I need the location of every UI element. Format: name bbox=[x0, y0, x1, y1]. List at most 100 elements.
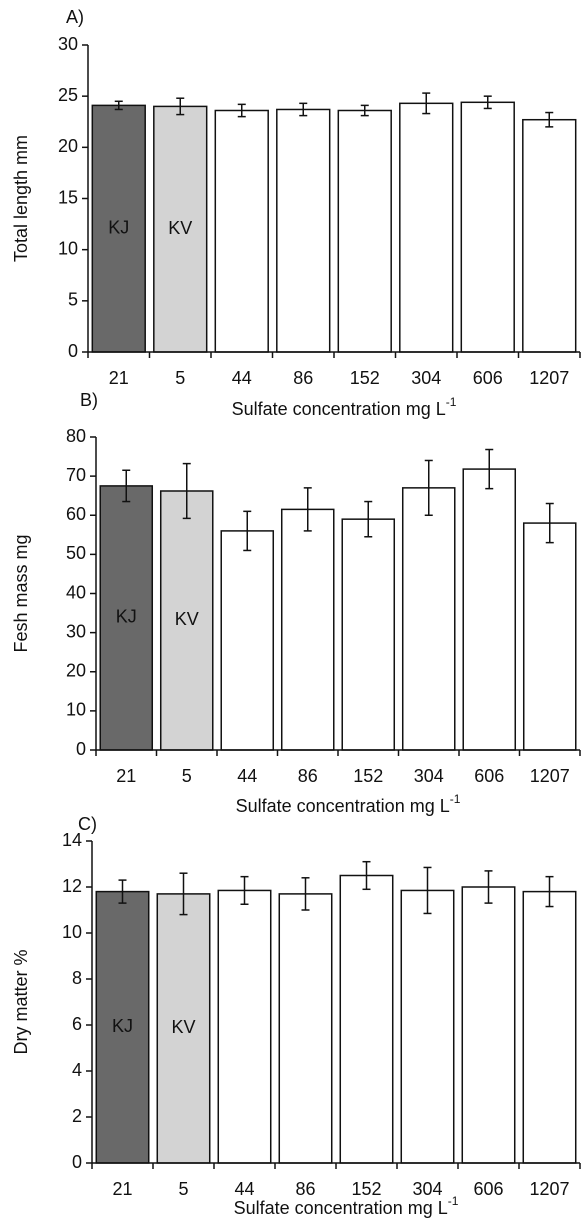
bar bbox=[220, 530, 275, 751]
bar bbox=[99, 485, 154, 751]
bar bbox=[341, 518, 396, 751]
x-tick-label: 606 bbox=[473, 368, 503, 388]
y-tick-label: 0 bbox=[68, 341, 78, 361]
error-bar bbox=[545, 502, 554, 544]
bar-label: KV bbox=[168, 218, 192, 238]
y-tick-label: 5 bbox=[68, 290, 78, 310]
error-bar bbox=[362, 860, 371, 891]
bar bbox=[276, 108, 331, 353]
y-axis-label: Total length mm bbox=[11, 135, 31, 262]
y-tick-label: 6 bbox=[72, 1014, 82, 1034]
bar bbox=[460, 101, 515, 353]
y-tick-label: 60 bbox=[66, 504, 86, 524]
x-tick-label: 21 bbox=[109, 368, 129, 388]
y-tick-label: 0 bbox=[76, 739, 86, 759]
error-bar bbox=[114, 100, 123, 111]
bar-label: KJ bbox=[108, 217, 129, 237]
x-tick-label: 1207 bbox=[529, 368, 569, 388]
panel: A) Total length mm 0 5 10 15 20 25 30 21 KJ 5 KV 44 86… bbox=[11, 7, 581, 419]
bar-label: KJ bbox=[112, 1016, 133, 1036]
x-tick-label: 5 bbox=[178, 1179, 188, 1199]
x-tick-label: 86 bbox=[293, 368, 313, 388]
error-bar bbox=[179, 872, 188, 916]
x-tick-label: 21 bbox=[112, 1179, 132, 1199]
error-bar bbox=[118, 879, 127, 904]
bar-label: KV bbox=[171, 1017, 195, 1037]
error-bar bbox=[483, 95, 492, 110]
error-bar bbox=[301, 877, 310, 911]
x-axis-label-text: Sulfate concentration mg L bbox=[232, 399, 446, 419]
x-tick-label: 86 bbox=[295, 1179, 315, 1199]
y-axis-label: Fesh mass mg bbox=[11, 534, 31, 652]
bar bbox=[280, 508, 335, 751]
x-tick-label: 44 bbox=[237, 766, 257, 786]
panel-label: C) bbox=[78, 814, 97, 834]
bar bbox=[159, 490, 214, 751]
x-axis-label-text: Sulfate concentration mg L bbox=[236, 796, 450, 816]
error-bar bbox=[237, 103, 246, 118]
y-tick-label: 4 bbox=[72, 1060, 82, 1080]
x-tick-label: 86 bbox=[298, 766, 318, 786]
x-tick-label: 44 bbox=[232, 368, 252, 388]
error-bar bbox=[484, 870, 493, 904]
bar bbox=[214, 109, 269, 353]
bar bbox=[278, 893, 333, 1164]
error-bar bbox=[182, 462, 191, 520]
error-bar bbox=[422, 92, 431, 115]
x-tick-label: 304 bbox=[411, 368, 441, 388]
y-tick-label: 10 bbox=[66, 700, 86, 720]
error-bar bbox=[299, 102, 308, 117]
x-axis-label-text: Sulfate concentration mg L bbox=[234, 1198, 448, 1218]
y-tick-label: 80 bbox=[66, 426, 86, 446]
x-tick-label: 304 bbox=[414, 766, 444, 786]
y-tick-label: 12 bbox=[62, 876, 82, 896]
x-axis-label-sup: -1 bbox=[448, 1194, 459, 1208]
y-tick-label: 14 bbox=[62, 830, 82, 850]
y-tick-label: 0 bbox=[72, 1152, 82, 1172]
bar bbox=[95, 890, 150, 1164]
error-bar bbox=[122, 469, 131, 503]
bar bbox=[401, 487, 456, 751]
x-tick-label: 606 bbox=[473, 1179, 503, 1199]
x-tick-label: 152 bbox=[350, 368, 380, 388]
bar-label: KV bbox=[175, 609, 199, 629]
y-tick-label: 25 bbox=[58, 85, 78, 105]
x-tick-label: 1207 bbox=[529, 1179, 569, 1199]
x-tick-label: 5 bbox=[175, 368, 185, 388]
bar bbox=[461, 886, 516, 1164]
y-tick-label: 30 bbox=[58, 34, 78, 54]
x-axis-label: Sulfate concentration mg L-1 bbox=[234, 1194, 459, 1218]
bar bbox=[339, 874, 394, 1164]
y-tick-label: 20 bbox=[58, 136, 78, 156]
bar bbox=[153, 105, 208, 353]
error-bar bbox=[176, 97, 185, 116]
x-axis-label: Sulfate concentration mg L-1 bbox=[236, 792, 461, 816]
y-tick-label: 70 bbox=[66, 465, 86, 485]
y-tick-label: 10 bbox=[58, 238, 78, 258]
x-tick-label: 21 bbox=[116, 766, 136, 786]
y-tick-label: 30 bbox=[66, 621, 86, 641]
x-axis-label: Sulfate concentration mg L-1 bbox=[232, 395, 457, 419]
y-tick-label: 15 bbox=[58, 187, 78, 207]
x-tick-label: 5 bbox=[182, 766, 192, 786]
bar bbox=[462, 468, 517, 751]
x-tick-label: 304 bbox=[412, 1179, 442, 1199]
panel: B) Fesh mass mg 0 10 20 30 40 50 60 70 80 21 KJ 5 KV 44… bbox=[11, 390, 581, 816]
y-tick-label: 10 bbox=[62, 922, 82, 942]
error-bar bbox=[545, 875, 554, 908]
panel-label: B) bbox=[80, 390, 98, 410]
y-axis-label: Dry matter % bbox=[11, 949, 31, 1054]
error-bar bbox=[545, 111, 554, 128]
y-tick-label: 50 bbox=[66, 543, 86, 563]
error-bar bbox=[243, 510, 252, 552]
bar bbox=[522, 118, 577, 353]
x-tick-label: 1207 bbox=[530, 766, 570, 786]
bar bbox=[522, 890, 577, 1164]
error-bar bbox=[364, 500, 373, 538]
error-bar bbox=[424, 459, 433, 516]
error-bar bbox=[303, 487, 312, 532]
bar-label: KJ bbox=[116, 607, 137, 627]
bar bbox=[217, 889, 272, 1164]
x-axis-label-sup: -1 bbox=[450, 792, 461, 806]
